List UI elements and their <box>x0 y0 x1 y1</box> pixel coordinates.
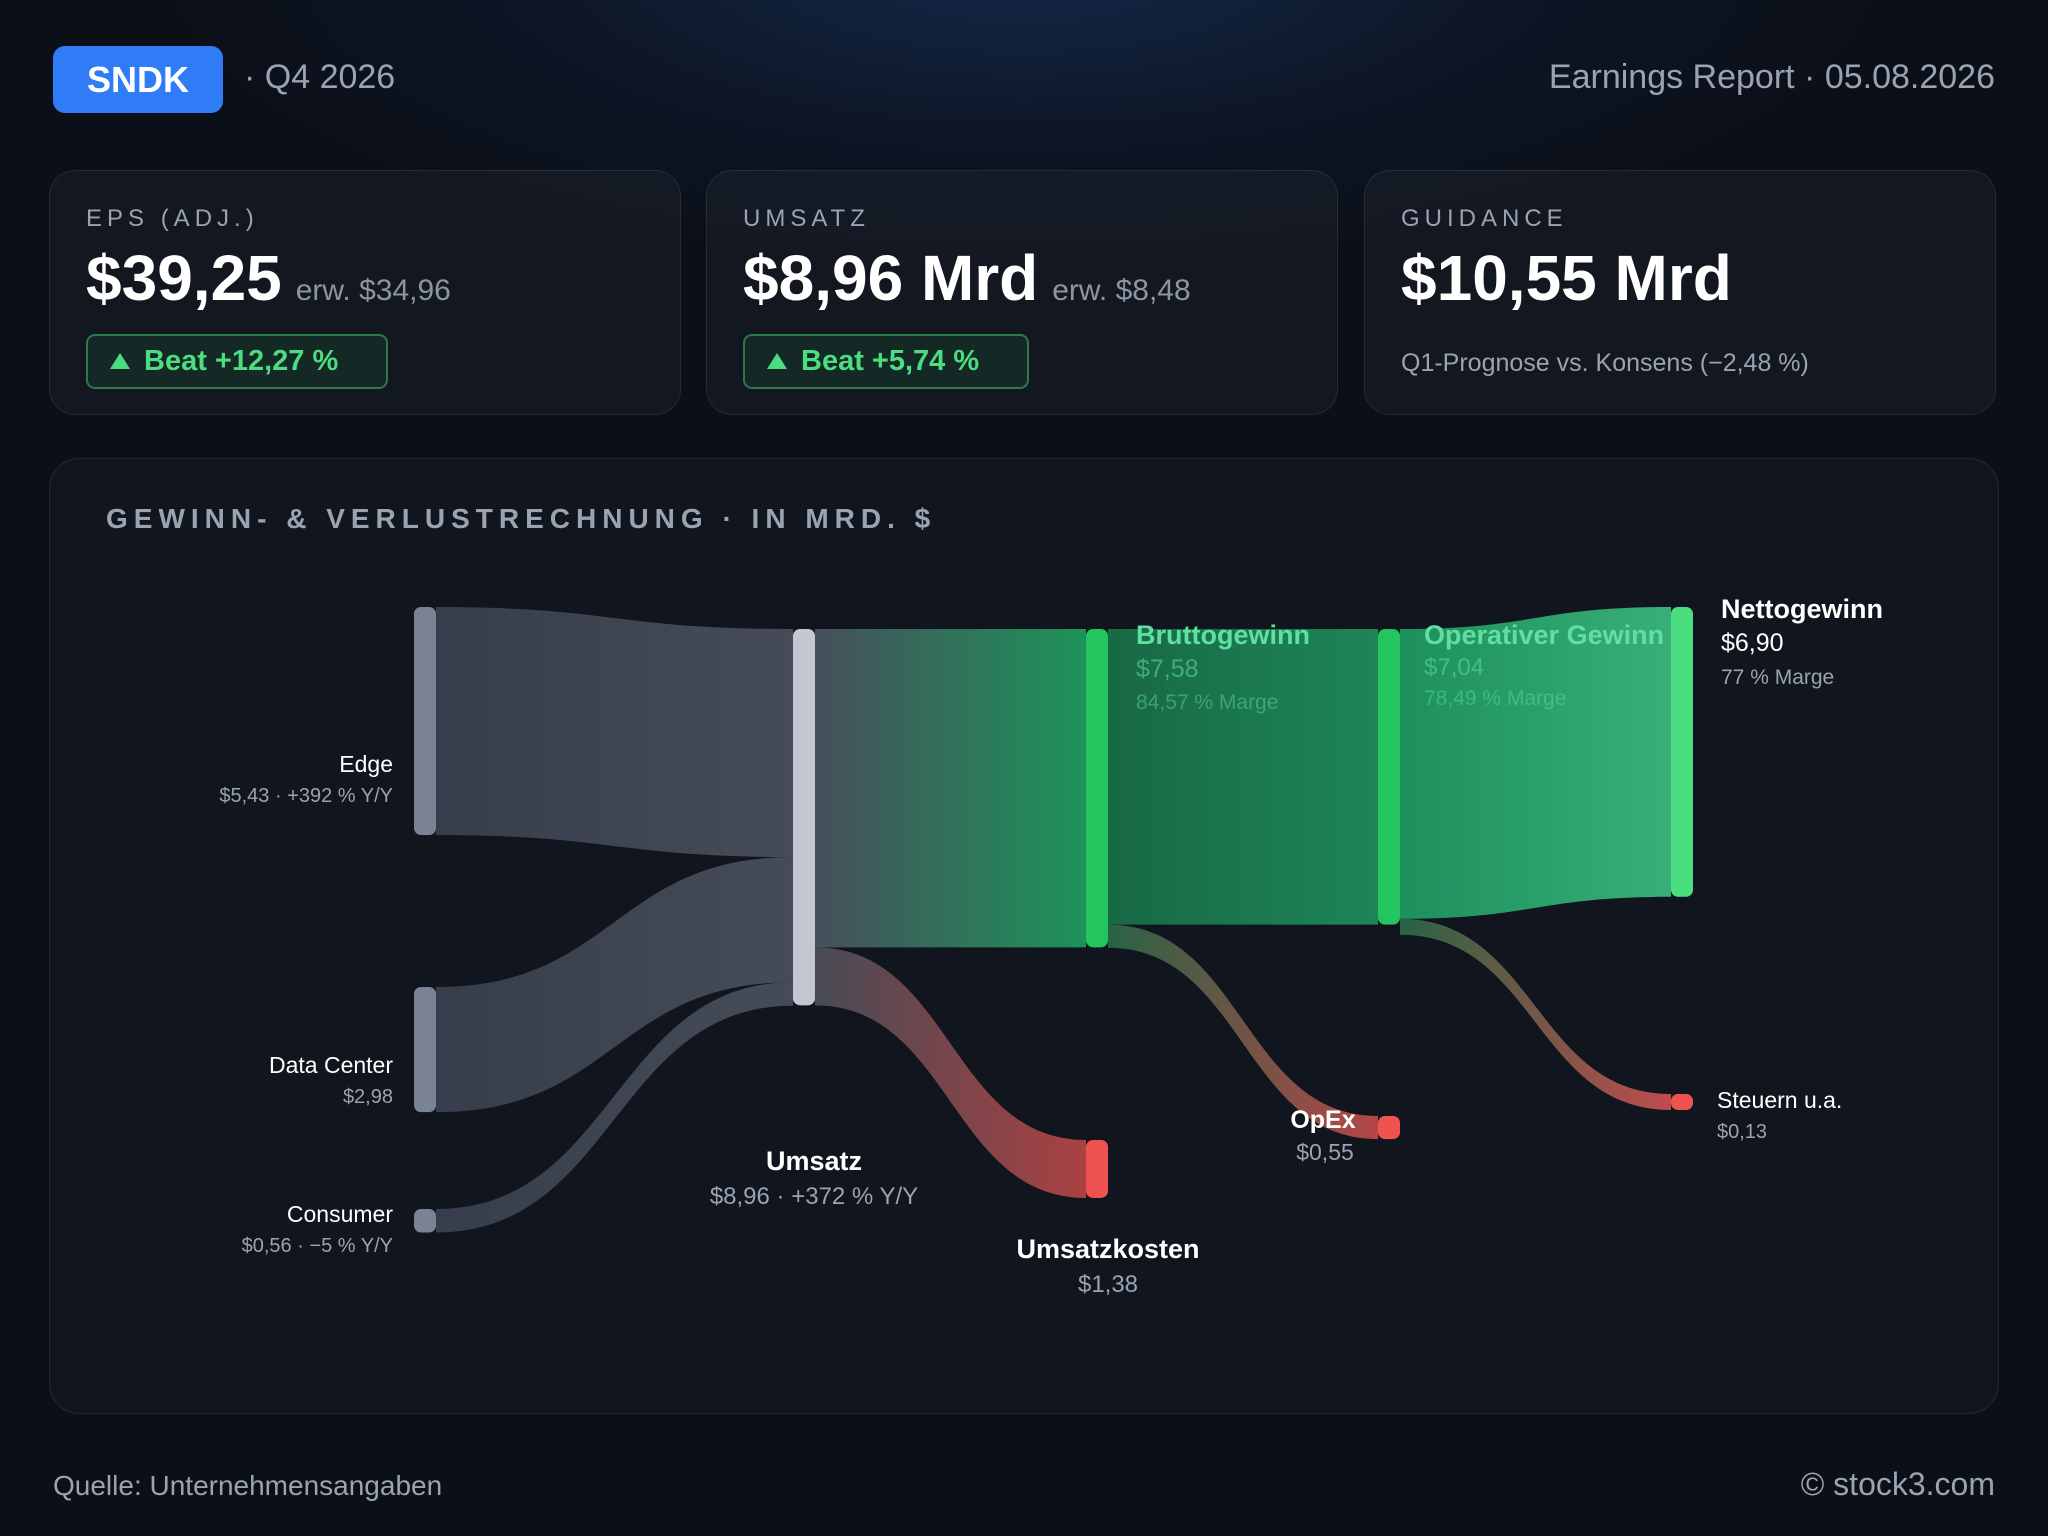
eps-expected: erw. $34,96 <box>295 274 451 307</box>
label-net-margin: 77 % Marge <box>1721 666 1834 689</box>
node-cogs <box>1086 1140 1108 1198</box>
node-operating <box>1378 629 1400 925</box>
eps-value: $39,25 <box>86 242 282 314</box>
revenue-value-row: $8,96 Mrd erw. $8,48 <box>743 241 1191 315</box>
revenue-card: UMSATZ $8,96 Mrd erw. $8,48 Beat +5,74 % <box>706 170 1338 415</box>
label-tax-name: Steuern u.a. <box>1717 1087 1842 1113</box>
revenue-value: $8,96 Mrd <box>743 242 1039 314</box>
link-operating-net <box>1400 607 1671 919</box>
label-net-value: $6,90 <box>1721 629 1784 657</box>
node-tax <box>1671 1094 1693 1110</box>
label-edge-name: Edge <box>339 751 393 777</box>
revenue-label: UMSATZ <box>743 205 870 232</box>
node-revenue <box>793 629 815 1006</box>
guidance-label: GUIDANCE <box>1401 205 1568 232</box>
label-operating-margin: 78,49 % Marge <box>1424 687 1566 710</box>
node-consumer <box>414 1209 436 1233</box>
eps-beat-text: Beat +12,27 % <box>144 345 339 377</box>
revenue-expected: erw. $8,48 <box>1052 274 1191 307</box>
label-opex-name: OpEx <box>1290 1106 1355 1134</box>
link-consumer-revenue <box>436 982 793 1233</box>
node-gross <box>1086 629 1108 948</box>
label-gross-value: $7,58 <box>1136 655 1199 683</box>
link-revenue-gross <box>815 629 1086 948</box>
label-tax-value: $0,13 <box>1717 1121 1767 1143</box>
label-consumer-value: $0,56 · −5 % Y/Y <box>242 1235 393 1257</box>
link-edge-revenue <box>436 607 793 858</box>
link-operating-tax <box>1400 918 1671 1110</box>
quarter-label: · Q4 2026 <box>244 58 396 96</box>
node-opex <box>1378 1116 1400 1140</box>
label-consumer-name: Consumer <box>287 1201 393 1227</box>
guidance-value: $10,55 Mrd <box>1401 242 1732 314</box>
eps-beat-badge: Beat +12,27 % <box>86 334 389 389</box>
copyright: © stock3.com <box>1800 1466 1995 1502</box>
source-note: Quelle: Unternehmensangaben <box>53 1470 443 1501</box>
eps-value-row: $39,25 erw. $34,96 <box>86 241 451 315</box>
up-triangle-icon <box>110 353 130 369</box>
node-edge <box>414 607 436 836</box>
label-edge-value: $5,43 · +392 % Y/Y <box>219 785 393 807</box>
label-net-name: Nettogewinn <box>1721 594 1883 624</box>
label-revenue-name: Umsatz <box>766 1146 862 1176</box>
label-datacenter-name: Data Center <box>269 1052 393 1078</box>
link-gross-opex <box>1108 924 1378 1140</box>
node-net <box>1671 607 1693 897</box>
label-gross-name: Bruttogewinn <box>1136 620 1310 650</box>
label-cogs-value: $1,38 <box>1078 1271 1138 1298</box>
node-datacenter <box>414 987 436 1113</box>
link-revenue-cogs <box>815 947 1086 1198</box>
label-operating-name: Operativer Gewinn <box>1424 620 1664 650</box>
label-opex-value: $0,55 <box>1296 1139 1354 1165</box>
income-statement-panel <box>49 458 1999 1414</box>
label-revenue-value: $8,96 · +372 % Y/Y <box>710 1183 918 1210</box>
link-datacenter-revenue <box>436 857 793 1113</box>
ticker-badge: SNDK <box>53 46 223 113</box>
revenue-beat-badge: Beat +5,74 % <box>743 334 1030 389</box>
guidance-card: GUIDANCE $10,55 Mrd Q1-Prognose vs. Kons… <box>1364 170 1996 415</box>
report-date: Earnings Report · 05.08.2026 <box>1548 58 1995 96</box>
label-gross-margin: 84,57 % Marge <box>1136 691 1278 714</box>
panel-title: GEWINN- & VERLUSTRECHNUNG · IN MRD. $ <box>106 503 937 534</box>
up-triangle-icon <box>767 353 787 369</box>
link-gross-operating <box>1108 629 1378 925</box>
label-datacenter-value: $2,98 <box>343 1086 393 1108</box>
label-cogs-name: Umsatzkosten <box>1016 1234 1199 1264</box>
eps-label: EPS (ADJ.) <box>86 205 259 232</box>
revenue-beat-text: Beat +5,74 % <box>801 345 980 377</box>
eps-card: EPS (ADJ.) $39,25 erw. $34,96 Beat +12,27… <box>49 170 681 415</box>
label-operating-value: $7,04 <box>1424 654 1484 681</box>
guidance-note: Q1-Prognose vs. Konsens (−2,48 %) <box>1401 349 1809 377</box>
